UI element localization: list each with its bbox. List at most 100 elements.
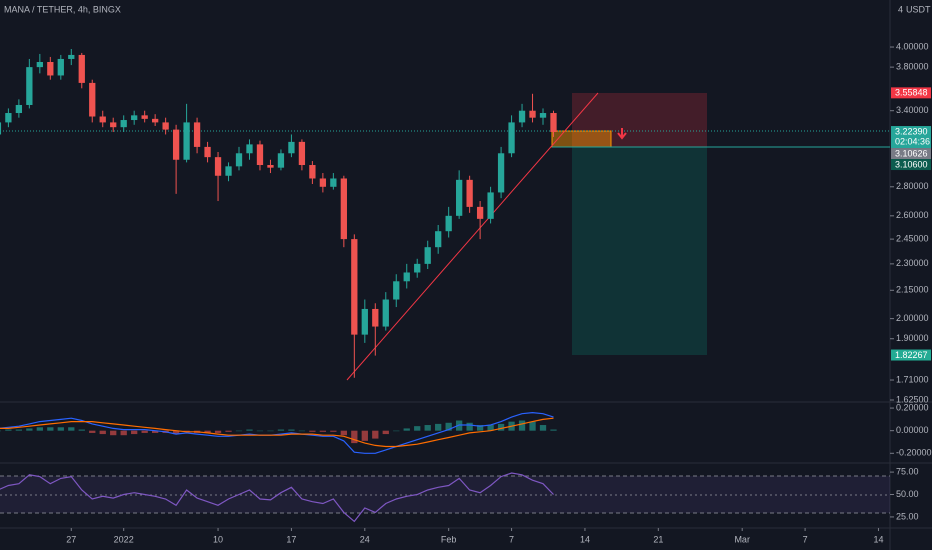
y-tick-label: 1.62500 (896, 394, 929, 404)
candle-body (204, 146, 211, 158)
y-tick-label: 3.80000 (896, 61, 929, 71)
entry-box (551, 130, 612, 148)
macd-histogram-bar (445, 422, 452, 431)
candle-body (183, 122, 190, 160)
macd-histogram-bar (539, 425, 547, 431)
stop-zone (572, 93, 707, 147)
y-tick-label: 2.15000 (896, 285, 929, 295)
macd-histogram-bar (277, 429, 285, 431)
candle-body (141, 115, 148, 119)
macd-histogram-bar (15, 429, 23, 431)
candle-body (476, 206, 484, 219)
x-tick-label: 21 (653, 534, 663, 544)
macd-tick-label: 0.20000 (896, 402, 929, 412)
y-tick-label: 1.90000 (896, 333, 929, 343)
macd-histogram-bar (246, 429, 253, 431)
price-label: 3.55848 (895, 88, 928, 98)
candle-body (193, 122, 201, 147)
candle-body (172, 129, 180, 160)
y-tick-label: 1.71000 (896, 374, 929, 384)
macd-histogram-bar (89, 430, 96, 433)
candle-body (26, 67, 33, 105)
currency: USDT (906, 4, 931, 14)
macd-histogram-bar (99, 430, 106, 435)
x-tick-label: 17 (286, 534, 296, 544)
x-tick-label: 10 (213, 534, 223, 544)
macd-histogram-bar (424, 425, 431, 431)
candle-body (0, 122, 2, 135)
candle-body (414, 263, 421, 273)
candle-body (309, 165, 316, 179)
y-tick-label: 2.60000 (896, 210, 929, 220)
macd-histogram-bar (340, 430, 347, 436)
macd-histogram-bar (529, 421, 536, 431)
candle-body (57, 58, 64, 76)
rsi-tick-label: 25.00 (896, 511, 919, 521)
macd-histogram-bar (403, 428, 410, 431)
candle-body (267, 165, 274, 168)
macd-histogram-bar (5, 429, 12, 431)
candle-body (403, 272, 410, 282)
candle-body (393, 281, 400, 300)
macd-histogram-bar (57, 427, 64, 431)
macd-histogram-bar (36, 427, 43, 431)
candle-body (235, 153, 243, 167)
price-label-box (891, 87, 931, 99)
candle-body (36, 62, 43, 68)
candle-body (5, 113, 12, 123)
candle-body (225, 166, 232, 176)
macd-histogram-bar (110, 430, 117, 436)
chart-title: MANA / TETHER, 4h, BINGX (4, 4, 121, 14)
candle-body (15, 104, 23, 114)
macd-histogram-bar (47, 427, 54, 431)
price-label-box (891, 349, 931, 361)
candle-body (152, 118, 159, 123)
candle-body (518, 110, 526, 123)
macd-histogram-bar (256, 430, 264, 432)
macd-histogram-bar (393, 430, 400, 432)
price-label: 3.10626 (895, 148, 928, 158)
price-label-box (891, 159, 931, 171)
macd-histogram-bar (330, 430, 337, 432)
candle-body (466, 179, 473, 207)
candle-body (330, 178, 337, 187)
macd-histogram-bar (131, 430, 138, 435)
candle-body (497, 153, 505, 193)
rsi-tick-label: 50.00 (896, 489, 919, 499)
candle-body (382, 299, 389, 327)
macd-histogram-bar (309, 430, 316, 432)
candle-body (277, 153, 285, 168)
candle-body (435, 231, 442, 248)
candle-body (351, 239, 358, 335)
macd-histogram-bar (0, 430, 2, 432)
candle-body (319, 178, 327, 187)
macd-histogram-bar (120, 430, 127, 436)
macd-histogram-bar (214, 430, 222, 433)
macd-histogram-bar (466, 422, 473, 431)
macd-histogram-bar (351, 430, 358, 444)
macd-histogram-bar (267, 430, 274, 432)
macd-histogram-bar (435, 423, 442, 431)
macd-histogram-bar (518, 420, 526, 431)
macd-histogram-bar (78, 429, 85, 431)
price-label: 3.22390 (895, 126, 928, 136)
candle-body (47, 62, 54, 76)
x-tick-label: Feb (441, 534, 457, 544)
y-tick-label: 2.80000 (896, 181, 929, 191)
macd-histogram-bar (319, 430, 327, 432)
candle-body (110, 122, 117, 128)
macd-histogram-bar (172, 430, 180, 435)
candle-body (529, 110, 536, 118)
candle-body (120, 120, 127, 128)
candle-body (456, 179, 463, 216)
macd-histogram-bar (26, 428, 33, 431)
candle-body (99, 116, 106, 123)
candle-body (78, 54, 85, 83)
candle-body (539, 113, 547, 118)
y-tick-label: 2.00000 (896, 313, 929, 323)
macd-histogram-bar (288, 429, 295, 431)
trend-line (346, 92, 599, 381)
price-label: 1.82267 (895, 350, 928, 360)
candle-body (214, 157, 222, 176)
macd-histogram-bar (550, 429, 557, 431)
